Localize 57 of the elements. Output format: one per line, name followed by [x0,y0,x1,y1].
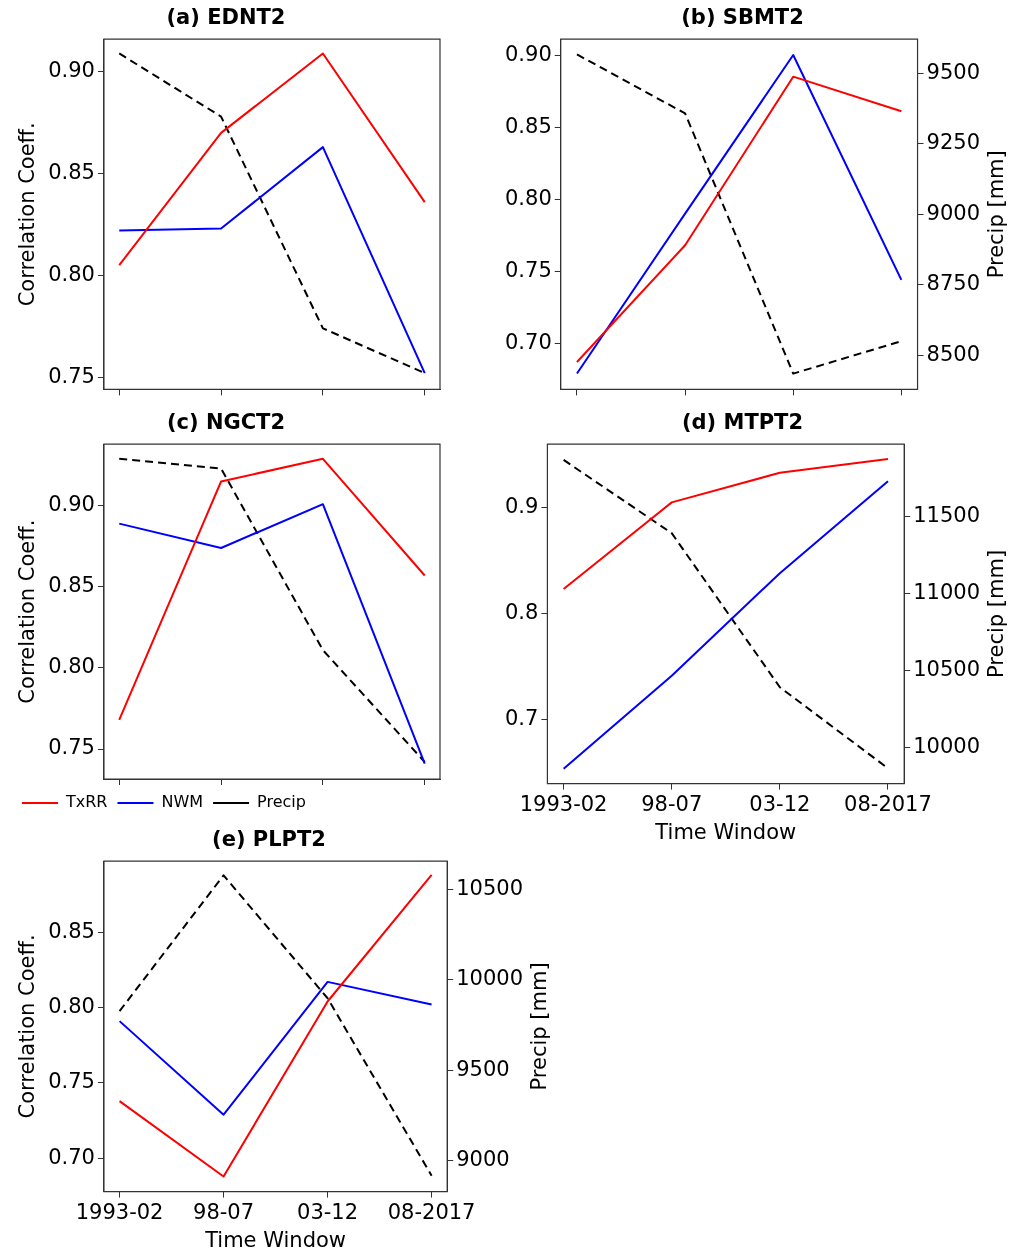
x-axis-title: Time Window [654,819,797,844]
y-tick-label: 0.85 [48,918,95,943]
y-axis-title: Correlation Coeff. [15,122,40,307]
y2-tick-label: 8500 [926,341,981,366]
chart-title: (e) PLPT2 [212,827,326,852]
y-tick-label: 0.85 [504,113,552,138]
y-tick-label: 0.80 [48,993,95,1018]
y2-axis-title: Precip [mm] [983,150,1008,279]
y-tick-label: 0.70 [48,1144,95,1169]
y2-tick-label: 11000 [913,580,981,605]
x-tick-label: 08-2017 [387,1199,476,1224]
y-tick-label: 0.80 [504,185,552,210]
y2-tick-label: 10000 [913,734,981,759]
y2-tick-label: 10500 [913,657,981,682]
chart-title: (c) NGCT2 [166,410,286,435]
x-tick-label: 08-2017 [844,791,932,816]
chart-title: (a) EDNT2 [166,5,286,30]
y-tick-label: 0.90 [504,41,552,66]
legend-label: NWM [161,792,204,812]
y2-tick-label: 10000 [456,966,524,991]
y-tick-label: 0.8 [504,599,539,624]
y-tick-label: 0.75 [48,1069,95,1094]
chart-title: (b) SBMT2 [681,5,804,30]
y-tick-label: 0.90 [48,492,95,517]
y-tick-label: 0.70 [504,329,552,354]
x-axis-title: Time Window [204,1227,347,1252]
y-tick-label: 0.80 [48,654,95,679]
y2-tick-label: 8750 [926,271,981,296]
y-tick-label: 0.80 [48,261,95,286]
y2-tick-label: 9000 [926,200,981,225]
y-tick-label: 0.75 [504,257,552,282]
legend-label: Precip [257,792,306,812]
y-tick-label: 0.90 [48,58,95,83]
legend-label: TxRR [65,792,108,812]
y2-tick-label: 9500 [456,1056,510,1081]
y-tick-label: 0.75 [48,363,95,388]
y2-axis-title: Precip [mm] [983,549,1008,678]
y2-tick-label: 10500 [456,875,524,900]
y2-tick-label: 9500 [926,59,981,84]
x-tick-label: 98-07 [641,791,703,816]
x-tick-label: 98-07 [193,1199,255,1224]
x-tick-label: 03-12 [749,791,811,816]
y2-axis-title: Precip [mm] [526,962,551,1091]
y-tick-label: 0.75 [48,735,95,760]
y-axis-title: Correlation Coeff. [15,519,40,704]
x-tick-label: 1993-02 [519,791,608,816]
y-tick-label: 0.85 [48,573,95,598]
x-tick-label: 1993-02 [75,1199,164,1224]
y2-tick-label: 9000 [456,1147,510,1172]
y-axis-title: Correlation Coeff. [15,934,40,1119]
x-tick-label: 03-12 [297,1199,359,1224]
y-tick-label: 0.85 [48,160,95,185]
y-tick-label: 0.7 [504,705,539,730]
chart-title: (d) MTPT2 [681,410,804,435]
y2-tick-label: 11500 [913,502,981,527]
y-tick-label: 0.9 [504,494,539,519]
y2-tick-label: 9250 [926,130,981,155]
